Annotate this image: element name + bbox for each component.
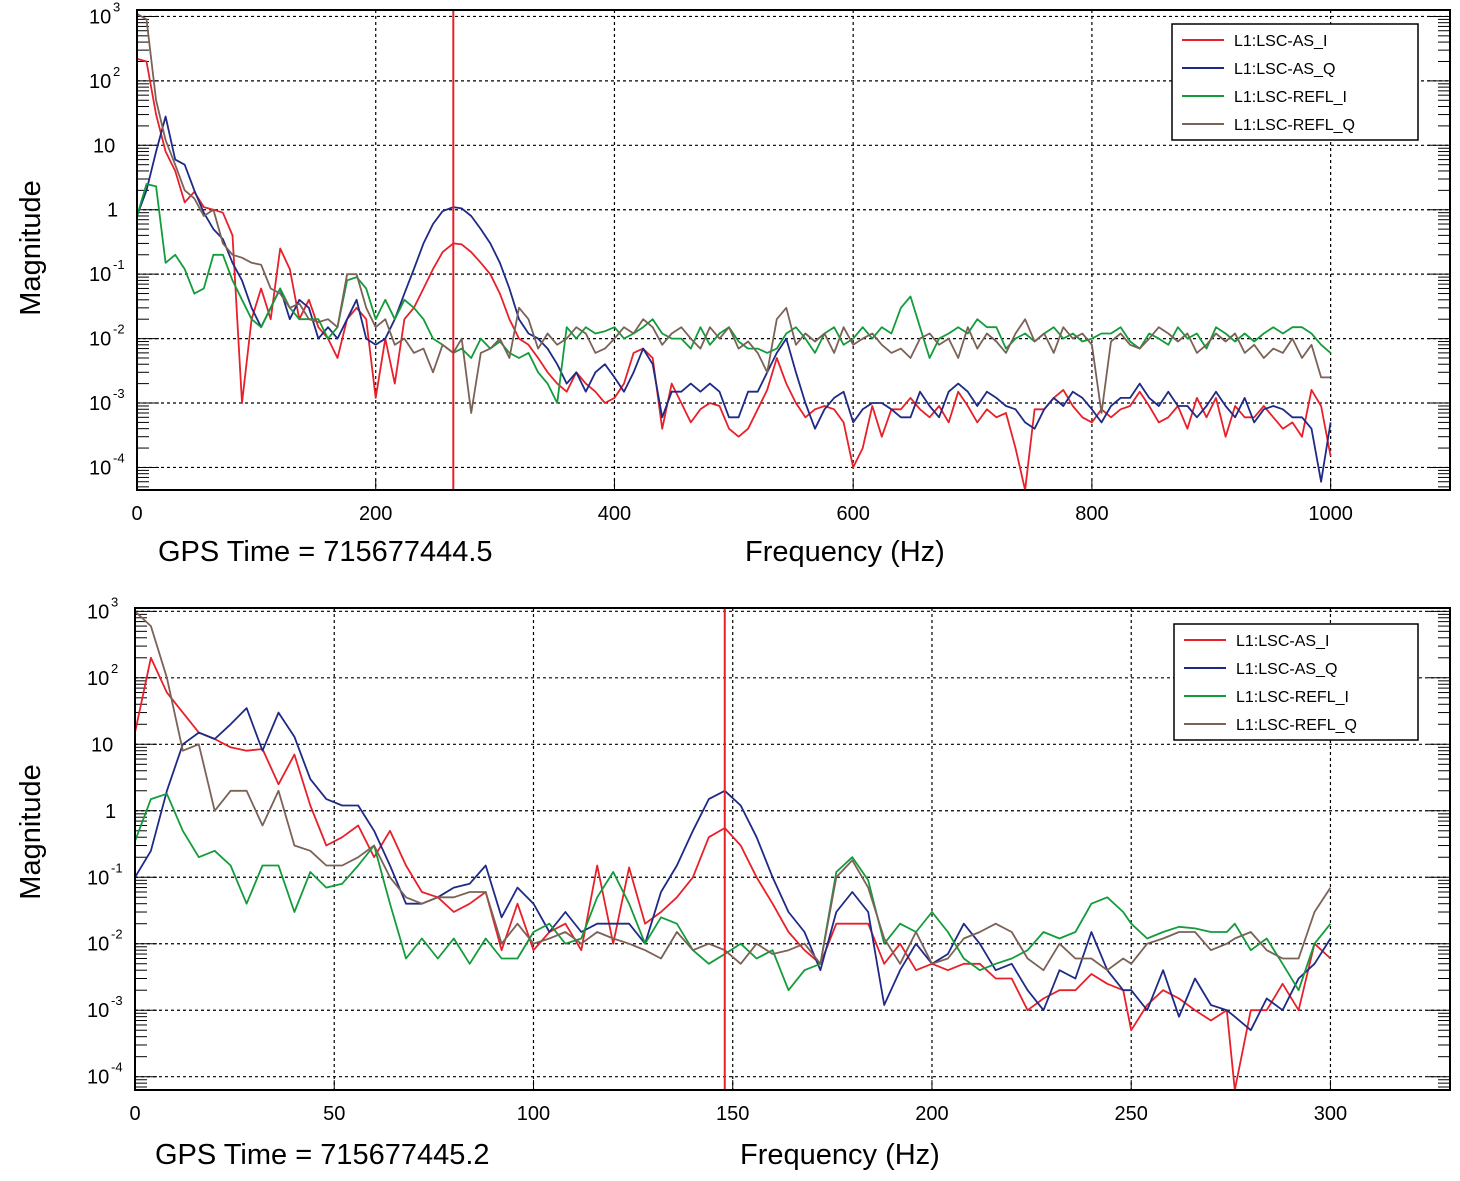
bottom-chart-y-tick-exponent: 3 [111,594,118,609]
top-chart-gps-time: GPS Time = 715677444.5 [158,536,493,568]
top-chart-series [136,13,1332,491]
top-chart-x-tick-label: 200 [359,503,392,525]
bottom-chart-x-tick-label: 100 [517,1103,550,1125]
top-chart-x-tick-label: 400 [598,503,631,525]
top-chart-x-tick-label: 0 [131,503,142,525]
top-chart-legend: L1:LSC-AS_I L1:LSC-AS_Q L1:LSC-REFL_I L1:LS… [1171,23,1419,141]
top-chart-series-l1-lsc-refl-i [136,183,1332,404]
bottom-chart-series-l1-lsc-refl-q [134,610,1332,972]
top-chart-x-tick-label: 600 [836,503,869,525]
bottom-chart-y-tick-label: 10 [87,668,109,690]
bottom-chart-legend-label: L1:LSC-REFL_I [1236,689,1349,706]
bottom-chart-xlabel: Frequency (Hz) [740,1139,940,1171]
bottom-chart-series-l1-lsc-refl-i [134,792,1332,992]
top-chart-minor-ticks [136,15,1450,490]
bottom-chart-legend: L1:LSC-AS_I L1:LSC-AS_Q L1:LSC-REFL_I L1:LS… [1173,623,1419,741]
bottom-chart-frame [134,607,1451,1091]
bottom-chart-x-tick-labels: 0 50 100 150 200 250 300 [129,1103,1347,1125]
top-chart-series-l1-lsc-refl-q [136,13,1331,414]
bottom-chart-x-tick-label: 300 [1314,1103,1347,1125]
bottom-chart-y-tick-label: 10 [87,601,109,623]
top-chart-y-tick-label: 10 [93,135,115,157]
bottom-chart-legend-label: L1:LSC-REFL_Q [1236,717,1357,734]
top-chart-plot-frame [136,9,1451,491]
bottom-chart-x-tick-label: 0 [129,1103,140,1125]
bottom-chart-y-tick-label: 1 [105,801,116,823]
bottom-chart-y-tick-label: 10 [87,867,109,889]
top-chart-y-tick-label: 10 [89,6,111,28]
top-chart-xlabel: Frequency (Hz) [745,536,945,568]
top-chart-y-tick-label: 10 [89,329,111,351]
bottom-chart-ylabel: Magnitude [15,764,47,899]
bottom-chart-y-tick-label: 10 [87,1067,109,1089]
top-chart-x-tick-label: 800 [1075,503,1108,525]
bottom-chart-y-tick-exponent: 2 [111,661,118,676]
top-chart-series-l1-lsc-as-i [136,57,1332,491]
bottom-chart-series-l1-lsc-as-i [134,656,1332,1091]
bottom-chart-y-tick-exponent: -2 [111,927,123,942]
bottom-chart-x-tick-label: 50 [323,1103,345,1125]
bottom-chart-y-tick-exponent: -1 [111,860,123,875]
top-chart-y-tick-exponent: -2 [113,322,125,337]
top-chart-ylabel: Magnitude [15,180,47,315]
top-chart-legend-box [1171,23,1419,141]
bottom-chart-y-tick-exponent: -3 [111,993,123,1008]
top-chart-y-tick-label: 10 [89,457,111,479]
top-chart-x-tick-labels: 0 200 400 600 800 1000 [131,503,1352,525]
top-chart-legend-label: L1:LSC-AS_Q [1234,61,1335,78]
bottom-chart-series [134,610,1332,1091]
top-chart-y-tick-exponent: -4 [113,450,125,465]
bottom-chart-y-tick-label: 10 [91,734,113,756]
top-chart-y-tick-label: 10 [89,393,111,415]
bottom-chart-legend-box [1173,623,1419,741]
bottom-chart-y-tick-label: 10 [87,934,109,956]
top-chart-x-tick-label: 1000 [1308,503,1353,525]
bottom-chart-legend-label: L1:LSC-AS_I [1236,633,1329,650]
top-chart-y-tick-label: 10 [89,71,111,93]
bottom-chart-legend-label: L1:LSC-AS_Q [1236,661,1337,678]
bottom-chart-plot-frame [134,607,1451,1091]
top-chart-y-tick-exponent: -3 [113,386,125,401]
top-chart-legend-label: L1:LSC-REFL_Q [1234,117,1355,134]
bottom-chart-x-tick-label: 250 [1115,1103,1148,1125]
bottom-chart-x-tick-label: 150 [716,1103,749,1125]
top-chart-series-l1-lsc-as-q [136,115,1332,483]
bottom-chart-y-tick-label: 10 [87,1000,109,1022]
top-chart-y-tick-label: 1 [107,200,118,222]
bottom-chart-gps-time: GPS Time = 715677445.2 [155,1139,490,1171]
top-chart-y-tick-exponent: -1 [113,257,125,272]
top-chart-legend-label: L1:LSC-AS_I [1234,33,1327,50]
bottom-chart-series-l1-lsc-as-q [134,707,1332,1032]
top-chart-legend-label: L1:LSC-REFL_I [1234,89,1347,106]
bottom-chart-y-tick-exponent: -4 [111,1060,123,1075]
top-chart-y-tick-exponent: 2 [113,64,120,79]
top-chart-y-tick-exponent: 3 [113,0,120,14]
bottom-chart-x-tick-label: 200 [915,1103,948,1125]
top-chart-frame [136,9,1451,491]
top-chart-y-tick-label: 10 [89,264,111,286]
